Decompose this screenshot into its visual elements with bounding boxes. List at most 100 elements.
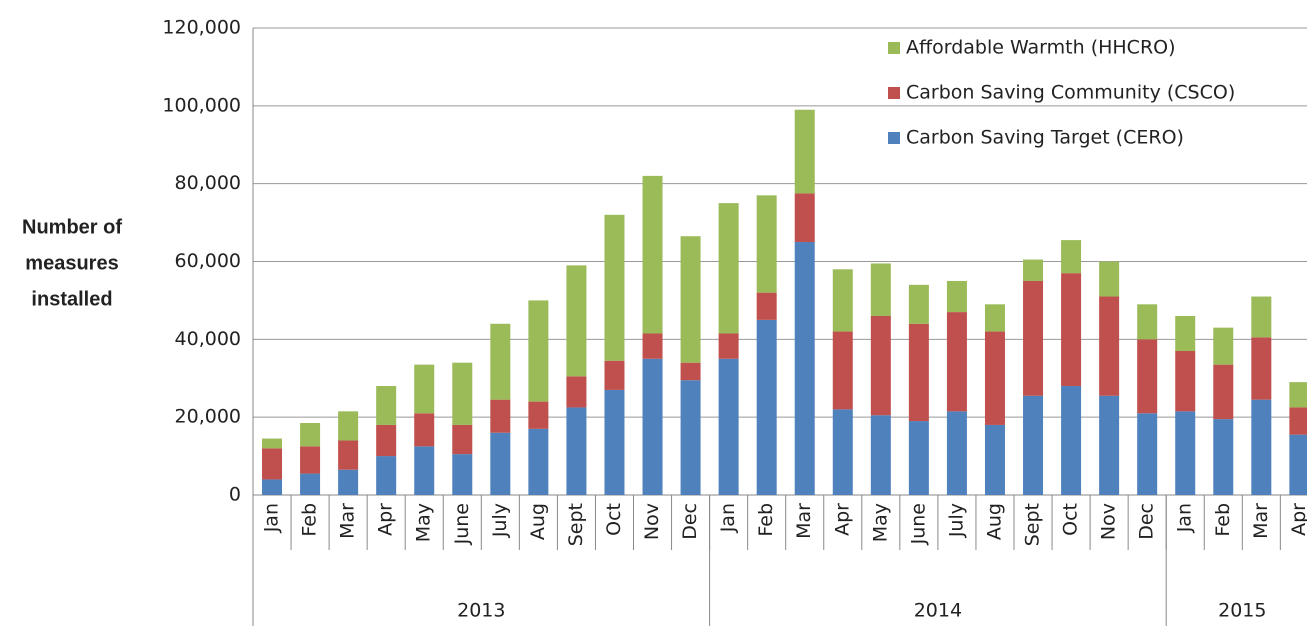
year-label: 2013 [457,600,505,622]
bar-segment [414,446,435,495]
y-axis-label: Number of [22,216,122,238]
x-tick-label: Jan [261,503,283,533]
bar-segment [376,386,397,425]
bar-segment [718,358,739,495]
bar-segment [1213,327,1234,365]
bar-segment [794,193,815,243]
bar-segment [946,280,967,313]
bar-segment [566,407,587,495]
bar-segment [718,203,739,334]
legend-swatch [888,87,900,99]
bar-segment [528,401,549,429]
x-tick-label: Mar [337,503,359,539]
bar-segment [680,236,701,363]
x-tick-label: Jan [1174,503,1196,533]
x-tick-label: July [489,503,511,538]
x-tick-label: May [869,503,891,542]
x-tick-label: Mar [1250,503,1272,539]
x-tick-label: Jan [717,503,739,533]
bar-segment [528,300,549,402]
bar-segment [604,389,625,495]
x-tick-label: Sept [1022,503,1044,546]
legend-label: Carbon Saving Target (CERO) [906,127,1184,149]
bar-segment [1023,395,1044,495]
bar-segment [528,428,549,495]
bar-segment [1061,273,1082,387]
bar-segment [680,380,701,495]
y-tick-label: 120,000 [162,17,241,39]
bar-segment [1251,337,1272,400]
x-tick-label: Feb [755,503,777,537]
bar-segment [300,423,321,447]
y-tick-label: 0 [229,484,241,506]
x-tick-label: June [451,503,473,545]
bar-segment [1137,339,1158,414]
bar-segment [756,195,777,293]
bar-segment [452,424,473,455]
bar-segment [604,214,625,361]
bar-segment [1289,407,1307,435]
bar-segment [832,409,853,495]
bar-segment [1023,259,1044,281]
bar-segment [984,304,1005,332]
bar-segment [490,399,511,433]
legend-swatch [888,42,900,54]
bar-segment [1061,240,1082,274]
bar-segment [1213,364,1234,420]
bar-segment [262,479,283,495]
bar-segment [338,440,359,470]
bar-segment [870,415,891,495]
x-tick-label: Apr [1288,503,1307,536]
bar-segment [300,473,321,495]
y-tick-label: 40,000 [175,328,241,350]
bar-segment [642,333,663,359]
y-axis-label: installed [31,288,112,310]
bar-segment [376,456,397,495]
x-tick-label: Aug [527,503,549,540]
bar-segment [642,175,663,334]
x-tick-label: June [907,503,929,545]
x-tick-label: July [945,503,967,538]
y-tick-label: 20,000 [175,406,241,428]
bar-segment [566,265,587,377]
bar-segment [1023,280,1044,396]
bar-segment [832,269,853,332]
legend-label: Affordable Warmth (HHCRO) [906,37,1176,59]
x-tick-label: May [413,503,435,542]
x-tick-label: Apr [831,503,853,536]
year-label: 2014 [914,600,962,622]
bar-segment [870,263,891,316]
x-tick-label: Dec [679,503,701,540]
bar-segment [1289,382,1307,408]
bar-segment [414,413,435,447]
x-tick-label: Feb [1212,503,1234,537]
y-axis-label: measures [25,252,118,274]
y-tick-label: 60,000 [175,250,241,272]
bar-segment [604,360,625,390]
bar-segment [490,323,511,400]
bar-segment [1099,395,1120,495]
bar-segment [832,331,853,410]
bar-segment [1175,411,1196,495]
y-tick-label: 100,000 [162,94,241,116]
bar-segment [756,292,777,320]
bar-segment [262,438,283,449]
bar-segment [908,323,929,422]
bar-segment [756,319,777,495]
y-tick-label: 80,000 [175,172,241,194]
bar-segment [946,411,967,495]
bar-segment [1099,296,1120,396]
bar-segment [680,362,701,381]
x-tick-label: Sept [565,503,587,546]
bar-segment [490,432,511,495]
year-label: 2015 [1218,600,1266,622]
bar-segment [870,315,891,416]
bar-segment [1251,296,1272,338]
x-tick-label: Dec [1136,503,1158,540]
bar-segment [718,333,739,359]
bar-segment [376,424,397,457]
bar-segment [794,242,815,495]
bar-segment [984,331,1005,425]
bar-segment [1137,304,1158,340]
bar-segment [300,446,321,474]
